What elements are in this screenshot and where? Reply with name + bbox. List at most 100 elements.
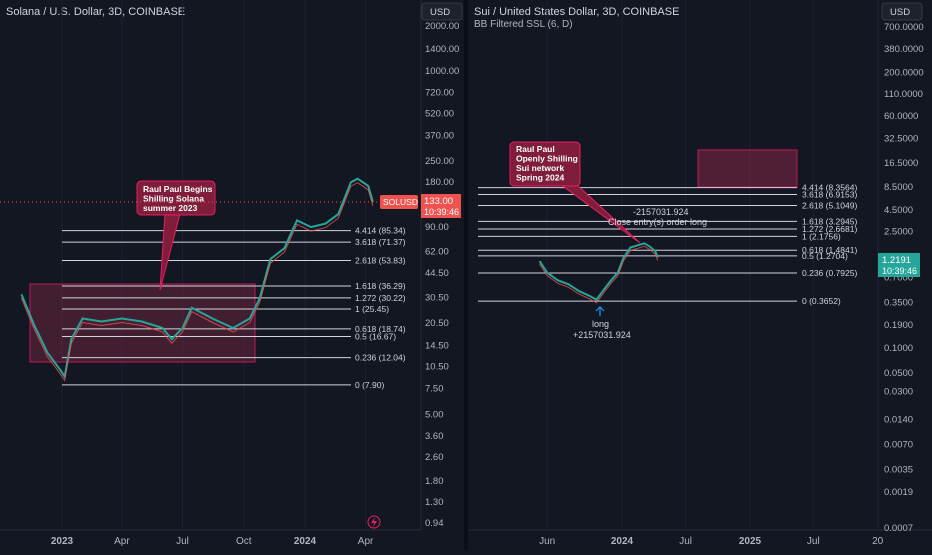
right-price-tick: 0.0300 <box>884 387 913 398</box>
right-price-tag-bg <box>878 253 920 277</box>
pane-divider[interactable] <box>464 0 468 550</box>
left-currency-button[interactable]: USD <box>421 2 463 21</box>
right-price-tag-countdown: 10:39:46 <box>882 266 917 276</box>
left-fib-label: 0.618 (18.74) <box>355 324 406 334</box>
right-time-tick: Jul <box>679 536 692 547</box>
right-signal-top-text: Close entry(s) order long <box>608 217 707 227</box>
right-price-tag-value: 1.2191 <box>882 255 911 266</box>
right-fib-label: 1.272 (2.6681) <box>802 224 857 234</box>
right-price-tick: 0.0019 <box>884 487 913 498</box>
left-price-scale[interactable]: 2000.00 1400.00 1000.00 720.00 520.00 370.00 2… <box>425 21 459 529</box>
left-fib-levels: 4.414 (85.34)3.618 (71.37) 2.618 (53.83) 1… <box>62 226 406 390</box>
right-fib-label: 0.5 (1.2704) <box>802 251 848 261</box>
right-price-tick: 0.0035 <box>884 465 913 476</box>
left-ticker-tag-bg <box>380 195 418 209</box>
left-annotation-text: Raul Paul Begins Shilling Solana summer 20… <box>143 184 213 213</box>
left-price-line-shadow <box>20 182 374 382</box>
left-price-tick: 62.00 <box>425 246 449 257</box>
left-time-tick: 2024 <box>294 536 317 547</box>
left-price-tick: 14.50 <box>425 341 449 352</box>
left-fib-label: 1 (25.45) <box>355 304 389 314</box>
right-price-tick: 380.0000 <box>884 44 924 55</box>
right-price-tick: 0.7000 <box>884 273 913 284</box>
left-price-tick: 0.94 <box>425 518 444 529</box>
lightning-icon[interactable] <box>367 515 381 529</box>
right-fib-label: 0 (0.3652) <box>802 296 841 306</box>
right-annotation-text: Raul Paul Openly Shilling Sui network Sprin… <box>516 144 578 183</box>
left-chart-title: Solana / U.S. Dollar, 3D, COINBASE <box>6 6 185 18</box>
right-price-tick: 60.0000 <box>884 111 918 122</box>
left-price-tick: 20.50 <box>425 318 449 329</box>
left-price-tick: 720.00 <box>425 87 454 98</box>
left-price-tick: 44.50 <box>425 268 449 279</box>
right-price-tick: 0.0070 <box>884 440 913 451</box>
right-price-tick: 0.3500 <box>884 298 913 309</box>
left-time-tick: Apr <box>114 536 130 547</box>
left-price-tag-countdown: 10:39:46 <box>424 207 459 217</box>
left-price-tick: 90.00 <box>425 222 449 233</box>
left-time-tick: Apr <box>358 536 374 547</box>
right-currency-button-label: USD <box>890 7 910 18</box>
right-pane: Sui / United States Dollar, 3D, COINBASE… <box>468 0 932 547</box>
right-fib-label: 4.414 (8.3564) <box>802 183 857 193</box>
left-ticker-tag-text: SOLUSD <box>383 197 418 207</box>
left-annotation[interactable]: Raul Paul Begins Shilling Solana summer 20… <box>136 180 216 291</box>
right-fib-label: 1 (2.1756) <box>802 231 841 241</box>
left-price-tick: 10.50 <box>425 361 449 372</box>
right-time-tick: Jun <box>539 536 555 547</box>
left-price-tick: 5.00 <box>425 410 444 421</box>
left-price-tick: 2000.00 <box>425 21 459 32</box>
right-indicator-label: BB Filtered SSL (6, D) <box>474 19 573 30</box>
left-time-tick: Oct <box>236 536 252 547</box>
right-price-tick: 0.0500 <box>884 368 913 379</box>
right-annotation-pointer <box>558 183 641 244</box>
right-fib-levels: 4.414 (8.3564)3.618 (6.9153)2.618 (5.104… <box>478 183 857 306</box>
right-price-tag: 1.2191 10:39:46 <box>878 253 920 277</box>
right-chart-title: Sui / United States Dollar, 3D, COINBASE <box>474 6 679 18</box>
right-price-line <box>538 242 659 302</box>
left-price-tick: 250.00 <box>425 156 454 167</box>
right-time-tick: 2024 <box>611 536 634 547</box>
right-currency-button[interactable]: USD <box>881 2 923 21</box>
left-highlight-box <box>29 283 256 363</box>
right-signal-bottom-label: long <box>592 319 609 329</box>
left-fib-label: 1.618 (36.29) <box>355 281 406 291</box>
right-fib-label: 0.618 (1.4841) <box>802 245 857 255</box>
right-time-tick: Jul <box>807 536 820 547</box>
right-currency-button-bg <box>881 2 923 21</box>
right-price-scale[interactable]: 700.0000 380.0000 200.0000 110.0000 60.0000 3… <box>884 22 924 534</box>
up-arrow-icon <box>595 306 605 316</box>
left-price-tick: 3.60 <box>425 431 444 442</box>
left-time-tick: 2023 <box>51 536 74 547</box>
left-fib-label: 0.5 (16.67) <box>355 331 396 341</box>
left-time-scale[interactable]: 2023 Apr Jul Oct 2024 Apr <box>51 536 374 547</box>
right-price-tick: 200.0000 <box>884 67 924 78</box>
right-price-tick: 110.0000 <box>884 89 923 100</box>
right-price-tick: 0.1000 <box>884 343 913 354</box>
left-price-tick: 1.80 <box>425 476 444 487</box>
left-price-line <box>20 177 374 380</box>
left-annotation-pointer <box>159 213 181 291</box>
left-fib-label: 0 (7.90) <box>355 380 384 390</box>
left-price-tag: 133.00 10:39:46 <box>421 194 461 218</box>
left-price-tick: 2.60 <box>425 452 444 463</box>
right-fib-label: 3.618 (6.9153) <box>802 189 857 199</box>
right-price-tick: 0.0140 <box>884 414 913 425</box>
left-fib-label: 4.414 (85.34) <box>355 226 406 236</box>
left-price-tag-value: 133.00 <box>424 196 453 207</box>
right-annotation[interactable]: Raul Paul Openly Shilling Sui network Sprin… <box>509 141 641 244</box>
left-price-tag-bg <box>421 194 461 218</box>
right-price-tick: 700.0000 <box>884 22 924 33</box>
right-signal-bottom-value: +2157031.924 <box>573 330 631 340</box>
left-price-tick: 1400.00 <box>425 44 459 55</box>
right-fib-label: 2.618 (5.1049) <box>802 200 857 210</box>
left-fib-label: 1.272 (30.22) <box>355 293 406 303</box>
right-time-tick: 20 <box>872 536 884 547</box>
right-grid <box>546 0 879 530</box>
right-price-tick: 4.5000 <box>884 205 913 216</box>
left-currency-button-bg <box>421 2 463 21</box>
right-price-tick: 32.5000 <box>884 133 918 144</box>
left-time-tick: Jul <box>176 536 189 547</box>
right-time-scale[interactable]: Jun 2024 Jul 2025 Jul 20 <box>539 536 884 547</box>
left-ticker-tag: SOLUSD <box>380 195 418 209</box>
